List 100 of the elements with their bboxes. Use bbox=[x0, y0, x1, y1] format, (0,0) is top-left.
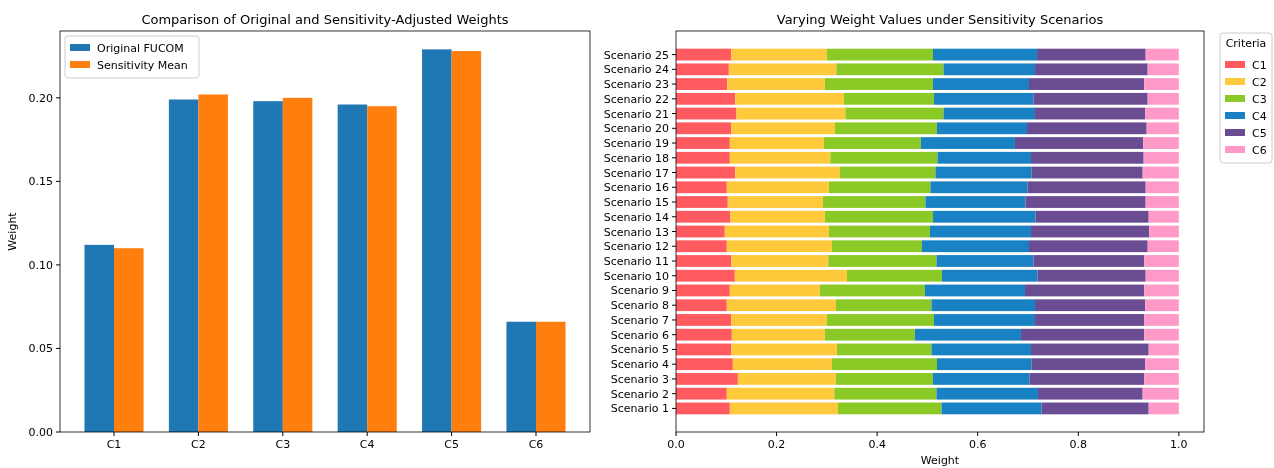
bar bbox=[737, 373, 836, 385]
bar bbox=[1024, 284, 1145, 297]
bar bbox=[839, 166, 936, 179]
x-tick-label: 1.0 bbox=[1170, 438, 1188, 451]
legend-label: Original FUCOM bbox=[97, 42, 184, 55]
x-tick-label: C4 bbox=[359, 438, 375, 451]
bar bbox=[826, 314, 934, 326]
bar bbox=[1142, 166, 1179, 179]
bar bbox=[1020, 328, 1145, 341]
bar bbox=[676, 402, 730, 415]
bar bbox=[1025, 196, 1146, 208]
bar bbox=[1031, 151, 1144, 164]
chart-title: Comparison of Original and Sensitivity-Adjusted Weights bbox=[141, 12, 509, 27]
y-tick-label: Scenario 14 bbox=[603, 210, 669, 224]
bar bbox=[1037, 269, 1146, 282]
bar bbox=[836, 343, 932, 356]
bar bbox=[942, 269, 1038, 282]
bar bbox=[731, 314, 827, 326]
bar bbox=[1147, 92, 1179, 105]
y-tick-label: 0.20 bbox=[28, 91, 53, 105]
bar bbox=[831, 358, 937, 371]
bar bbox=[1035, 299, 1146, 312]
x-tick-label: C3 bbox=[275, 438, 291, 451]
bar bbox=[676, 63, 729, 76]
bar bbox=[823, 137, 921, 149]
bar bbox=[676, 107, 737, 120]
bar bbox=[1146, 122, 1179, 135]
bar bbox=[1145, 269, 1179, 282]
bar bbox=[831, 240, 922, 253]
bar bbox=[728, 63, 837, 76]
bar bbox=[676, 151, 730, 164]
bar bbox=[819, 284, 925, 297]
y-tick-label: Scenario 24 bbox=[603, 63, 669, 77]
y-tick-label: Scenario 8 bbox=[610, 299, 669, 313]
y-tick-label: Scenario 11 bbox=[603, 254, 669, 268]
bar bbox=[1147, 240, 1179, 253]
bar bbox=[730, 210, 825, 223]
bar bbox=[1026, 122, 1147, 135]
bar bbox=[931, 299, 1036, 312]
y-tick-label: Scenario 5 bbox=[610, 343, 669, 357]
bar bbox=[834, 387, 937, 400]
bar bbox=[924, 284, 1025, 297]
bar bbox=[1144, 78, 1179, 90]
y-tick-label: Scenario 21 bbox=[603, 107, 669, 121]
bar bbox=[932, 210, 1036, 223]
bar bbox=[676, 92, 736, 105]
bar bbox=[84, 244, 115, 432]
bar bbox=[1037, 48, 1146, 61]
bar bbox=[936, 255, 1034, 267]
bar bbox=[1038, 387, 1143, 400]
bar bbox=[1148, 210, 1179, 223]
bar bbox=[676, 314, 732, 326]
bar bbox=[925, 196, 1026, 208]
bar bbox=[1027, 181, 1146, 194]
bar bbox=[1035, 210, 1149, 223]
bar bbox=[676, 343, 732, 356]
bar bbox=[731, 328, 825, 341]
bar bbox=[1144, 255, 1179, 267]
x-tick-label: 0.0 bbox=[667, 438, 685, 451]
x-tick-label: 0.8 bbox=[1069, 438, 1088, 451]
bar bbox=[1033, 92, 1148, 105]
bar bbox=[535, 321, 566, 432]
y-tick-label: Scenario 25 bbox=[603, 48, 669, 62]
bar bbox=[676, 299, 727, 312]
bar bbox=[732, 358, 832, 371]
bar bbox=[731, 122, 835, 135]
bar bbox=[734, 269, 847, 282]
bar bbox=[1014, 137, 1144, 149]
bar bbox=[1144, 328, 1179, 341]
bar bbox=[930, 181, 1028, 194]
bar bbox=[933, 92, 1034, 105]
bar bbox=[676, 48, 732, 61]
legend-label: C5 bbox=[1252, 127, 1267, 140]
bar bbox=[935, 166, 1032, 179]
bar bbox=[727, 78, 825, 90]
bar bbox=[932, 48, 1038, 61]
legend-title: Criteria bbox=[1225, 37, 1267, 50]
bar bbox=[735, 92, 844, 105]
y-tick-label: 0.10 bbox=[28, 258, 53, 272]
bar bbox=[676, 328, 732, 341]
bar bbox=[1031, 166, 1143, 179]
bar bbox=[676, 166, 736, 179]
bar bbox=[929, 225, 1032, 238]
y-tick-label: Scenario 22 bbox=[603, 92, 669, 106]
bar bbox=[845, 107, 944, 120]
bar bbox=[337, 104, 368, 432]
y-tick-label: Scenario 18 bbox=[603, 151, 669, 165]
bar bbox=[1031, 343, 1149, 356]
bar bbox=[936, 122, 1027, 135]
bar bbox=[676, 358, 733, 371]
bar bbox=[1031, 358, 1146, 371]
bar bbox=[822, 196, 926, 208]
y-tick-label: Scenario 2 bbox=[610, 387, 669, 401]
bar bbox=[835, 373, 933, 385]
bar bbox=[1145, 107, 1179, 120]
y-tick-label: Scenario 15 bbox=[603, 196, 669, 210]
y-tick-label: Scenario 16 bbox=[603, 181, 669, 195]
bar bbox=[824, 210, 933, 223]
bar bbox=[727, 196, 823, 208]
bar bbox=[731, 48, 827, 61]
